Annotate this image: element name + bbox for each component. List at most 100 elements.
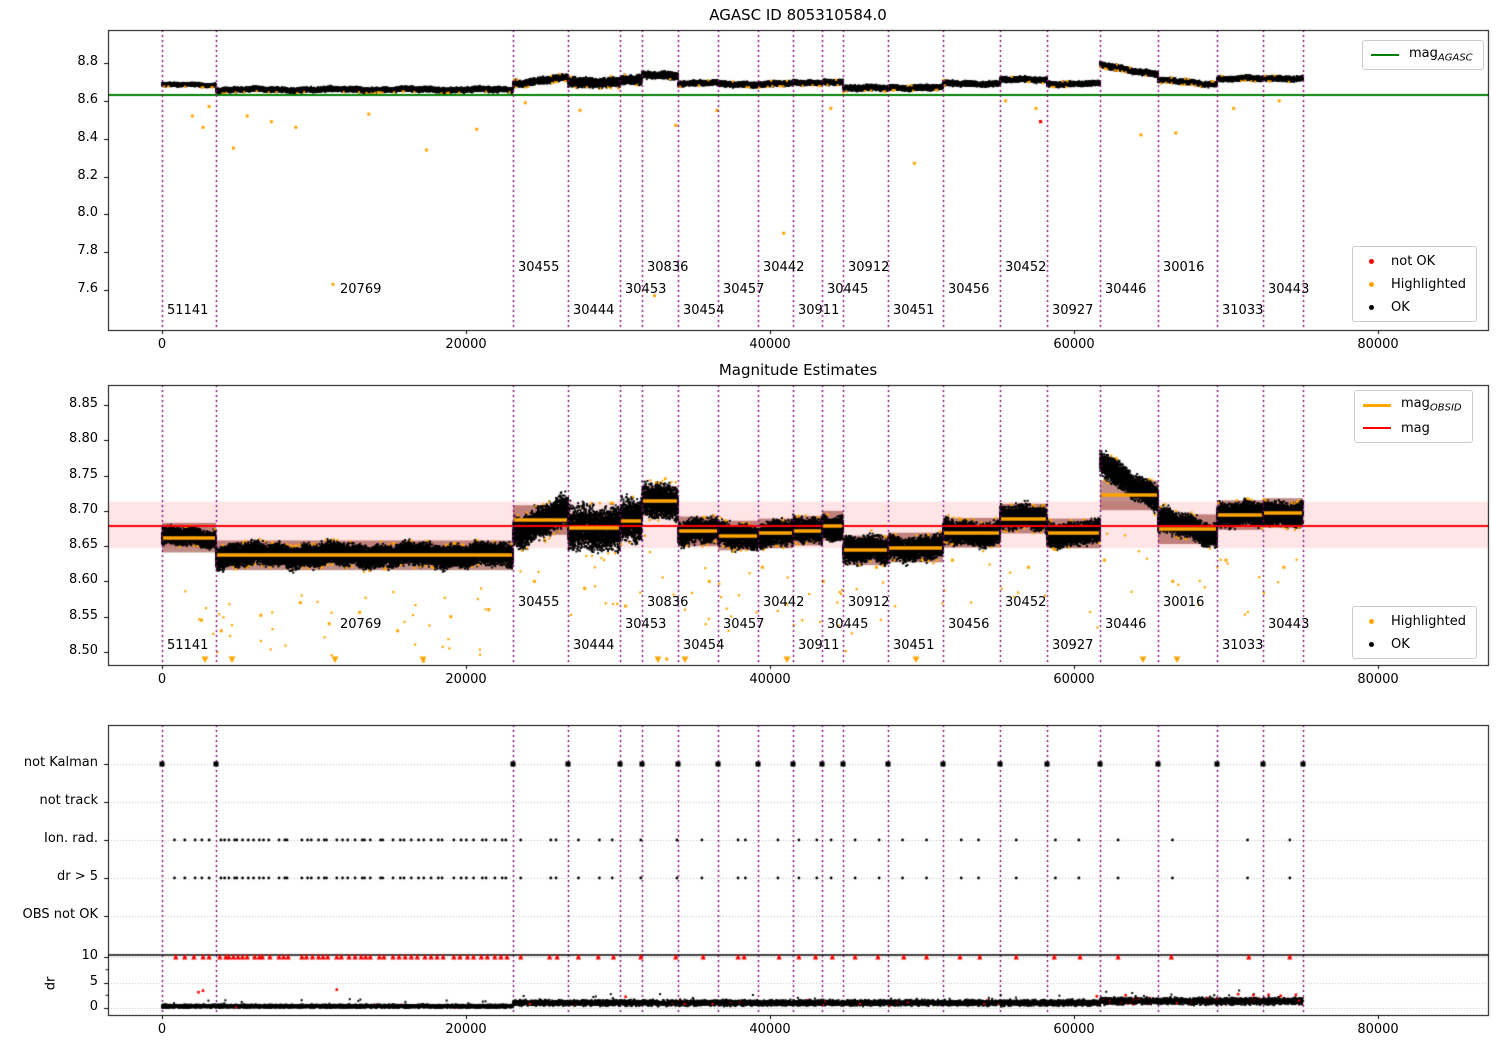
plot3-row-label: dr > 5 [56, 869, 98, 884]
obsid-label: 30912 [848, 260, 890, 275]
orange-dot-icon [1369, 281, 1374, 287]
obsid-label: 30444 [573, 638, 615, 653]
plot2-ytick: 8.65 [69, 537, 98, 553]
legend-item: OK [1361, 634, 1466, 654]
orange-line-swatch [1363, 403, 1391, 407]
dr-tick: 0 [89, 999, 98, 1014]
plot3-row-label: not Kalman [23, 755, 98, 770]
legend-item: not OK [1361, 251, 1466, 271]
obsid-label: 30457 [723, 282, 765, 297]
xtick-plot1: 40000 [749, 337, 791, 352]
obsid-label: 51141 [167, 638, 209, 653]
xtick-plot2: 60000 [1053, 672, 1095, 687]
xtick-plot1: 0 [157, 337, 167, 352]
obsid-label: 30454 [682, 638, 725, 653]
plot2-ytick: 8.80 [69, 431, 98, 447]
plot2-ytick: 8.85 [69, 396, 98, 411]
obsid-label: 30445 [826, 617, 869, 632]
black-dot-icon [1369, 641, 1374, 647]
obsid-label: 30442 [763, 260, 805, 275]
legend-item: mag [1363, 418, 1462, 438]
xtick-plot3: 80000 [1357, 1022, 1399, 1037]
legend-label: OK [1391, 299, 1410, 315]
plot1-ytick: 7.6 [77, 281, 98, 297]
legend-item: magAGASC [1371, 45, 1473, 65]
xtick-plot1: 20000 [445, 337, 487, 352]
legend-item: magOBSID [1363, 395, 1462, 415]
obsid-label: 30912 [848, 595, 890, 610]
legend-item: Highlighted [1361, 611, 1466, 631]
obsid-label: 51141 [167, 303, 209, 318]
plot2-ytick: 8.70 [69, 501, 98, 517]
obsid-label: 31033 [1222, 303, 1264, 318]
obsid-label: 30456 [948, 617, 990, 632]
obsid-label: 30927 [1052, 638, 1094, 653]
obsid-label: 30457 [723, 617, 765, 632]
obsid-label: 30443 [1267, 282, 1310, 297]
obsid-label: 30444 [573, 303, 615, 318]
xtick-plot3: 20000 [445, 1022, 487, 1037]
obsid-label: 30452 [1005, 260, 1047, 275]
plot1-ytick: 7.8 [77, 243, 98, 259]
legend-label: magOBSID [1401, 396, 1462, 414]
obsid-label: 30836 [647, 260, 689, 275]
xtick-plot3: 60000 [1053, 1022, 1095, 1037]
plot3-row-label: Ion. rad. [44, 831, 98, 846]
orange-dot-icon [1369, 618, 1374, 624]
obsid-label: 30927 [1052, 303, 1094, 318]
xtick-plot2: 20000 [445, 672, 487, 687]
dr-axis-label: dr [43, 976, 59, 991]
xtick-plot2: 80000 [1357, 672, 1399, 687]
obsid-label: 30455 [517, 260, 560, 275]
plot1-ytick: 8.0 [77, 205, 98, 221]
plot1-ytick: 8.2 [77, 167, 98, 183]
dr-tick: 5 [89, 973, 98, 989]
obsid-label: 30446 [1105, 617, 1147, 632]
legend-item: OK [1361, 297, 1466, 317]
xtick-plot3: 40000 [749, 1022, 791, 1037]
obsid-label: 30451 [892, 303, 935, 318]
obsid-label: 30445 [826, 282, 869, 297]
plot1-ytick: 8.4 [77, 129, 98, 145]
xtick-plot2: 0 [157, 672, 167, 687]
obsid-label: 30443 [1267, 617, 1310, 632]
legend-label: Highlighted [1391, 276, 1466, 292]
plot2-ytick: 8.55 [69, 607, 98, 623]
obsid-label: 30016 [1162, 260, 1205, 275]
legend-label: OK [1391, 636, 1410, 652]
plot2-ytick: 8.60 [69, 572, 98, 588]
plot2-title: Magnitude Estimates [718, 361, 878, 379]
obsid-label: 30455 [517, 595, 560, 610]
obsid-label: 30016 [1162, 595, 1205, 610]
obsid-label: 30453 [625, 617, 667, 632]
red-line-swatch [1363, 427, 1391, 429]
green-line-swatch [1371, 54, 1399, 56]
xtick-plot1: 80000 [1357, 337, 1399, 352]
obsid-label: 30454 [682, 303, 725, 318]
obsid-label: 31033 [1222, 638, 1264, 653]
legend-mag-agasc: magAGASC [1362, 40, 1484, 70]
plot1-ytick: 8.8 [77, 54, 98, 69]
plot3-row-label: OBS not OK [22, 907, 99, 922]
plot1-ytick: 8.6 [77, 91, 98, 107]
legend-label: Highlighted [1391, 613, 1466, 629]
obsid-label: 30451 [892, 638, 935, 653]
legend-mag-lines: magOBSID mag [1354, 390, 1473, 443]
legend-label: magAGASC [1409, 46, 1473, 64]
obsid-label: 30452 [1005, 595, 1047, 610]
obsid-label: 30911 [797, 638, 840, 653]
legend-label: mag [1401, 420, 1430, 436]
obsid-label: 30836 [647, 595, 689, 610]
plot2-ytick: 8.50 [69, 642, 98, 658]
plot2-ytick: 8.75 [69, 466, 98, 482]
legend-label: not OK [1391, 253, 1436, 269]
obsid-label: 30453 [625, 282, 667, 297]
plot3-row-label: not track [39, 793, 98, 808]
xtick-plot3: 0 [157, 1022, 167, 1037]
dr-tick: 10 [81, 948, 98, 963]
xtick-plot1: 60000 [1053, 337, 1095, 352]
plot1-title: AGASC ID 805310584.0 [709, 6, 887, 24]
obsid-label: 30442 [763, 595, 805, 610]
